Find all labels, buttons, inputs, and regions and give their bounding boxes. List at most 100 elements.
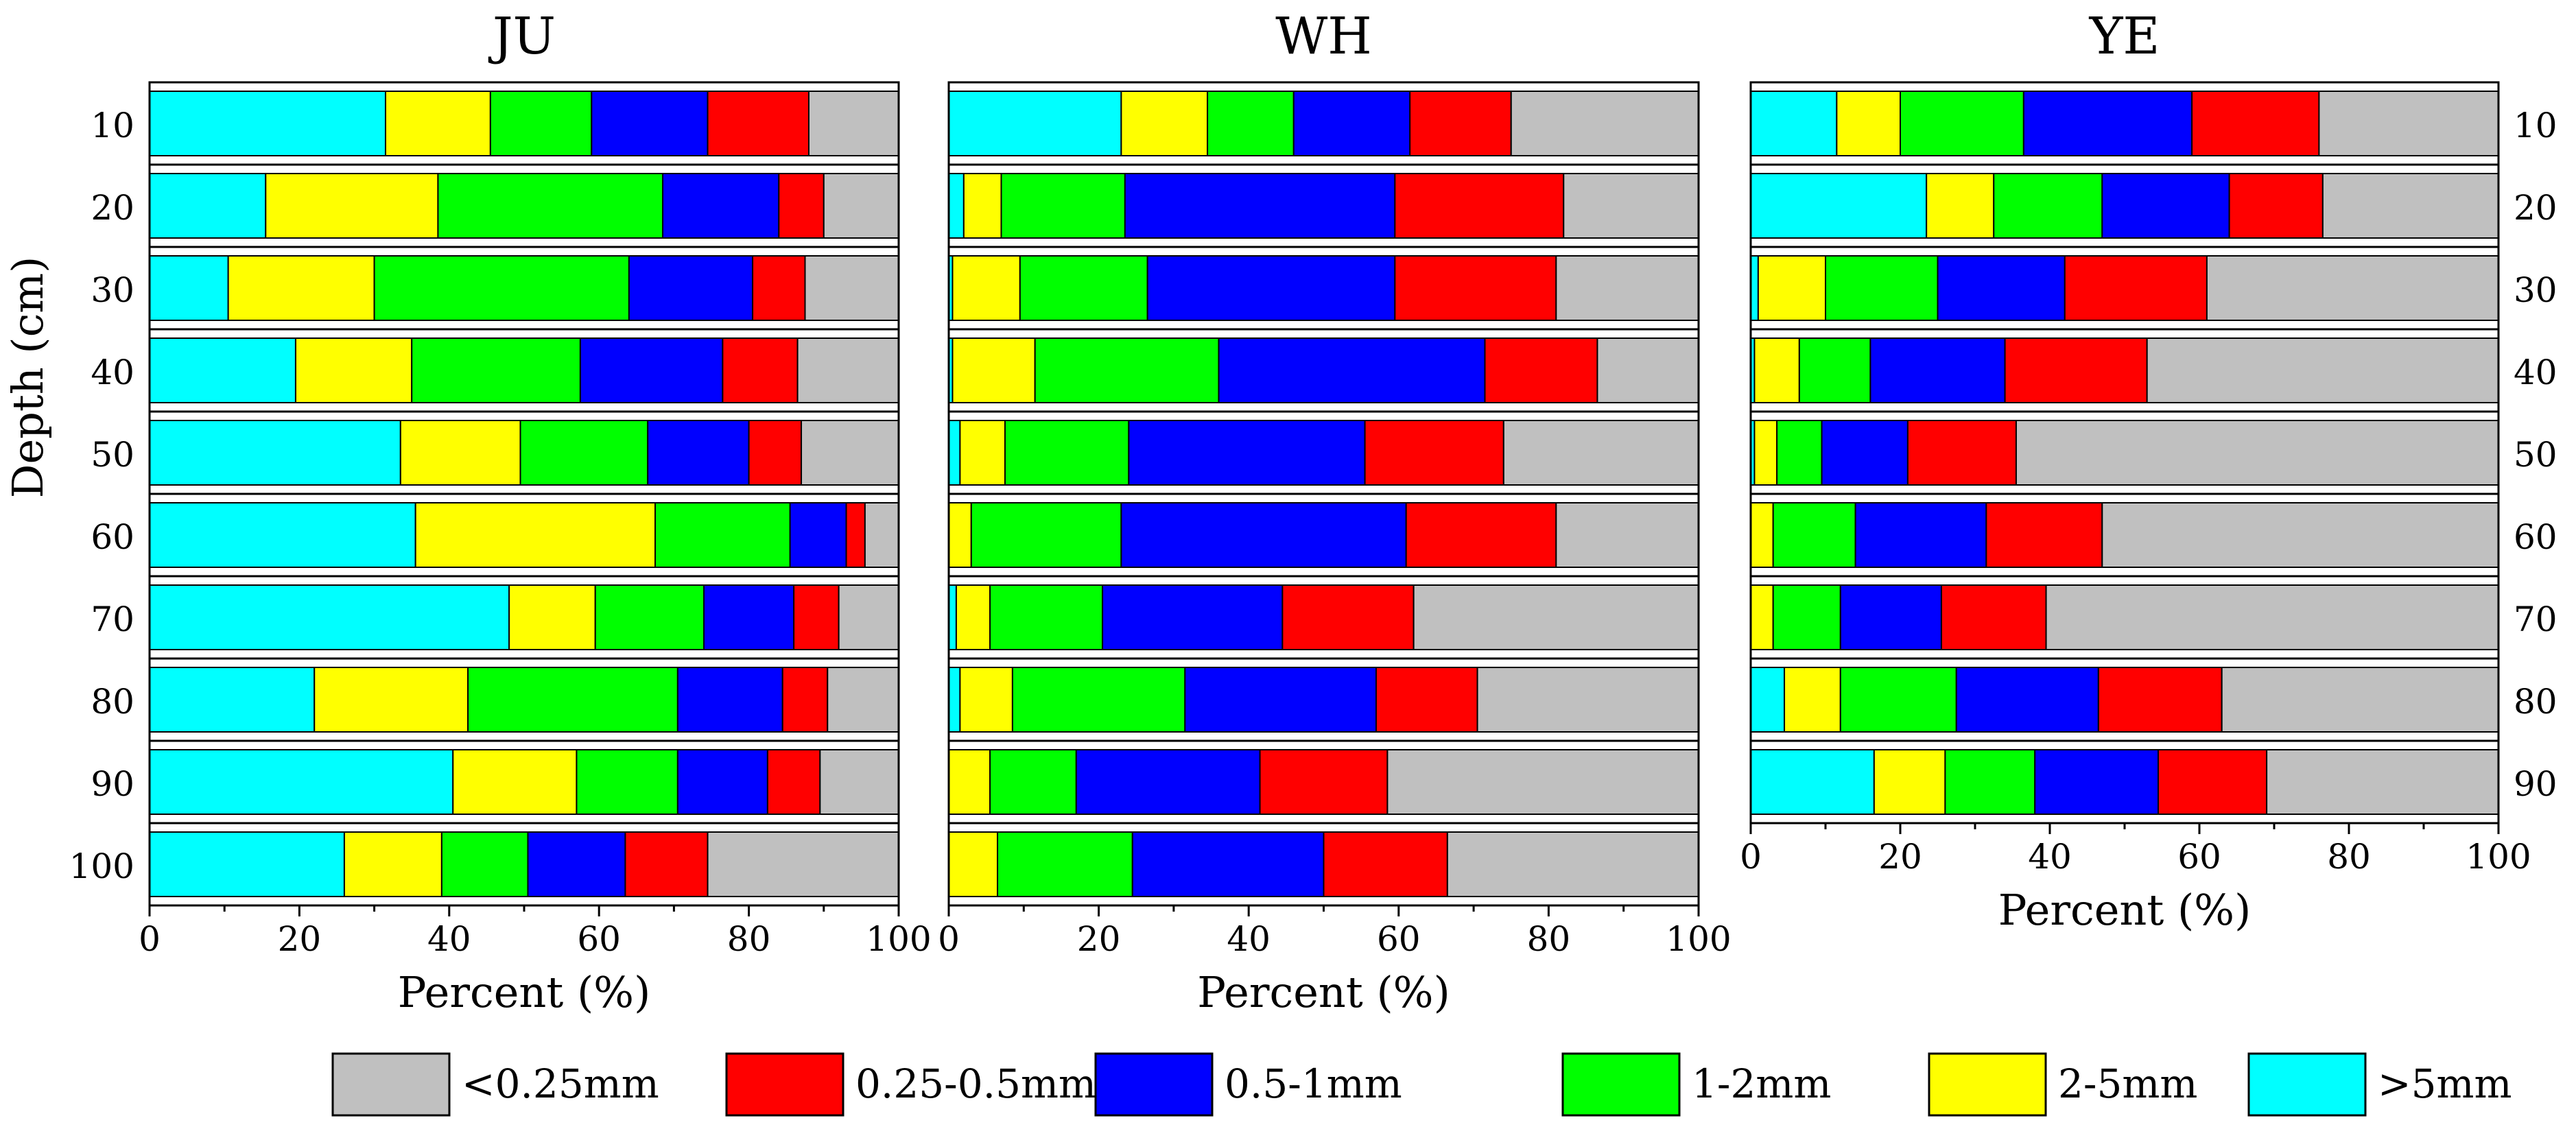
legend-swatch [331,1052,451,1117]
legend-label: 1-2mm [1692,1060,1831,1107]
x-tick-label: 80 [727,919,771,959]
bar-segment-10cm-1-2mm [489,91,593,156]
bar-segment-30cm-0.25-0.5mm [752,255,806,321]
bar-segment-80cm->5mm [948,667,961,733]
bar-segment-100cm-2-5mm [343,831,442,897]
bar-segment-80cm-2-5mm [314,667,469,733]
y-axis-label: Depth (cm) [3,257,53,499]
y-tick-label: 60 [2514,517,2557,557]
bar-segment-90cm->5mm [1750,749,1875,815]
bar-segment-70cm-0.25-0.5mm [793,584,840,650]
bar-segment-30cm-<0.25mm [804,255,899,321]
bar-segment-30cm-1-2mm [373,255,630,321]
bar-segment-90cm-1-2mm [576,749,678,815]
bar-segment-100cm-<0.25mm [707,831,900,897]
bar-segment-10cm-<0.25mm [807,91,899,156]
bar-segment-90cm-0.25-0.5mm [1259,749,1389,815]
bar-segment-20cm-1-2mm [1000,173,1126,239]
bar-segment-70cm-<0.25mm [2045,584,2500,650]
legend-item: 1-2mm [1561,1052,1831,1117]
legend-swatch [1094,1052,1214,1117]
bar-segment-40cm-2-5mm [952,337,1036,403]
bar-segment-50cm-0.25-0.5mm [1906,420,2017,486]
bar-segment-30cm-0.5-1mm [628,255,754,321]
bar-segment-20cm->5mm [948,173,965,239]
bar-segment-90cm-<0.25mm [819,749,899,815]
bar-segment-80cm-0.5-1mm [1955,667,2099,733]
bar-segment-80cm-2-5mm [1784,667,1841,733]
bar-segment-70cm-0.5-1mm [1839,584,1942,650]
x-tick-label: 100 [1666,919,1731,959]
bar-segment-20cm->5mm [1750,173,1928,239]
legend-swatch [1561,1052,1681,1117]
bar-segment-10cm->5mm [149,91,386,156]
bar-segment-70cm-1-2mm [594,584,705,650]
bar-segment-60cm-<0.25mm [1555,502,1700,568]
x-tick-label: 60 [2177,837,2221,877]
bar-segment-80cm-0.25-0.5mm [781,667,829,733]
bar-segment-90cm-0.25-0.5mm [2158,749,2268,815]
bar-segment-40cm-0.25-0.5mm [1484,337,1598,403]
bar-segment-40cm-2-5mm [1753,337,1800,403]
bar-segment-10cm->5mm [1750,91,1838,156]
bar-segment-100cm-0.5-1mm [527,831,626,897]
bar-segment-20cm->5mm [149,173,267,239]
bar-segment-50cm-2-5mm [959,420,1006,486]
bar-segment-90cm->5mm [149,749,454,815]
bar-segment-40cm-1-2mm [411,337,581,403]
chart-panel-ye: YE 10 20 30 40 50 60 70 80 90 0 20 40 60 80 100 Percent … [1740,7,2557,935]
y-tick-label: 10 [2514,106,2557,145]
legend-item: <0.25mm [331,1052,659,1117]
bar-segment-40cm-1-2mm [1034,337,1220,403]
bar-segment-90cm-0.5-1mm [2034,749,2160,815]
chart-panel-wh: WH 0 20 40 60 80 100 Percent (%) [938,7,1732,1017]
bar-segment-50cm-0.25-0.5mm [748,420,803,486]
y-tick-label: 70 [91,600,134,639]
x-tick-label: 0 [1740,837,1762,877]
bar-segment-20cm-0.5-1mm [2101,173,2230,239]
bar-segment-20cm-1-2mm [1993,173,2103,239]
bar-segment-100cm-<0.25mm [1446,831,1699,897]
bar-segment-80cm->5mm [149,667,316,733]
bar-segment-80cm-1-2mm [1011,667,1186,733]
bar-segment-90cm-2-5mm [948,749,991,815]
bar-segment-10cm-0.5-1mm [591,91,709,156]
bar-segment-90cm-<0.25mm [2266,749,2500,815]
bar-segment-40cm-0.25-0.5mm [2004,337,2148,403]
bar-segment-70cm-2-5mm [508,584,596,650]
bar-segment-40cm-0.5-1mm [1218,337,1486,403]
bar-segment-70cm-0.5-1mm [703,584,795,650]
bar-segment-10cm-<0.25mm [1510,91,1699,156]
bar-segment-60cm-2-5mm [1750,502,1774,568]
bar-segment-30cm-<0.25mm [2206,255,2499,321]
bar-segment-10cm-0.5-1mm [2022,91,2193,156]
bar-segment-50cm-2-5mm [399,420,521,486]
bar-segment-70cm->5mm [149,584,510,650]
bar-segment-50cm-2-5mm [1753,420,1778,486]
legend-swatch [2247,1052,2367,1117]
bar-segment-30cm-0.5-1mm [1146,255,1396,321]
bar-segment-100cm-0.5-1mm [1131,831,1325,897]
panel-title: JU [488,7,556,66]
legend-item: >5mm [2247,1052,2512,1117]
legend-item: 0.25-0.5mm [725,1052,1096,1117]
y-tick-label: 40 [91,353,134,392]
bar-segment-100cm-0.25-0.5mm [624,831,709,897]
bar-segment-80cm-<0.25mm [2221,667,2499,733]
bar-segment-90cm-2-5mm [1873,749,1946,815]
bar-segment-40cm-0.5-1mm [579,337,724,403]
bar-segment-90cm-2-5mm [452,749,578,815]
bar-segment-60cm-1-2mm [1772,502,1856,568]
bar-segment-10cm-0.25-0.5mm [1409,91,1512,156]
x-tick-label: 40 [1227,919,1271,959]
bar-segment-40cm-0.25-0.5mm [722,337,799,403]
x-tick-label: 0 [139,919,161,959]
y-tick-label: 10 [91,106,134,145]
bar-segment-50cm->5mm [948,420,961,486]
bar-segment-100cm-0.25-0.5mm [1323,831,1448,897]
bar-segment-40cm-<0.25mm [1596,337,1700,403]
panel-title: WH [1275,7,1372,66]
bar-segment-50cm-0.5-1mm [1821,420,1909,486]
bar-segment-90cm-0.5-1mm [1075,749,1261,815]
